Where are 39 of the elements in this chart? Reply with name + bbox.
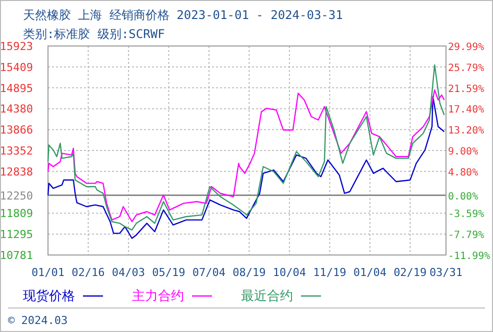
legend-label: 最近合约 — [241, 289, 293, 304]
x-tick-label: 08/19 — [232, 266, 266, 279]
y-tick-label: 15409 — [0, 60, 33, 74]
y-tick-label: 11809 — [0, 207, 33, 220]
x-tick-label: 01/01 — [31, 266, 65, 279]
x-tick-label: 03/31 — [429, 266, 463, 279]
x-tick-label: 07/04 — [192, 266, 226, 279]
text: © 2024.03 — [8, 314, 68, 327]
y2-tick-label: 13.20% — [448, 126, 484, 137]
y-tick-label: 15923 — [0, 40, 33, 53]
legend-label: 现货价格 — [23, 289, 75, 304]
x-tick-label: 11/19 — [313, 266, 346, 279]
y2-tick-label: 25.79% — [448, 62, 484, 74]
y2-tick-label: 17.40% — [448, 104, 484, 116]
x-tick-label: 02/19 — [394, 266, 427, 279]
y2-tick-label: 0.00% — [448, 191, 478, 202]
y-tick-label: 10781 — [0, 249, 33, 262]
y2-tick-label: -11.99% — [448, 251, 490, 262]
x-tick-label: 02/16 — [72, 266, 105, 279]
y-tick-label: 12250 — [0, 189, 33, 202]
chart-title: 天然橡胶 上海 经销商价格 2023-01-01 - 2024-03-31 — [23, 8, 343, 22]
y2-tick-label: 9.00% — [448, 146, 478, 158]
chart-subtitle: 类别:标准胶 级别:SCRWF — [23, 27, 165, 41]
y-tick-label: 14380 — [0, 102, 33, 116]
y2-tick-label: -7.79% — [448, 230, 484, 242]
y-tick-label: 13352 — [0, 144, 33, 158]
y-tick-label: 13866 — [0, 124, 33, 137]
x-tick-label: 10/04 — [272, 266, 306, 279]
x-tick-label: 04/03 — [112, 266, 146, 279]
y-tick-label: 11295 — [0, 228, 33, 242]
y2-tick-label: 29.99% — [448, 42, 484, 53]
y2-tick-label: 4.80% — [448, 167, 478, 178]
y2-tick-label: -3.59% — [448, 209, 484, 220]
x-tick-label: 01/04 — [353, 266, 387, 279]
y2-tick-label: 21.59% — [448, 84, 484, 95]
y-tick-label: 12838 — [0, 165, 33, 178]
legend-label: 主力合约 — [132, 288, 184, 304]
x-tick-label: 05/19 — [152, 266, 186, 279]
y-tick-label: 14895 — [0, 82, 33, 95]
